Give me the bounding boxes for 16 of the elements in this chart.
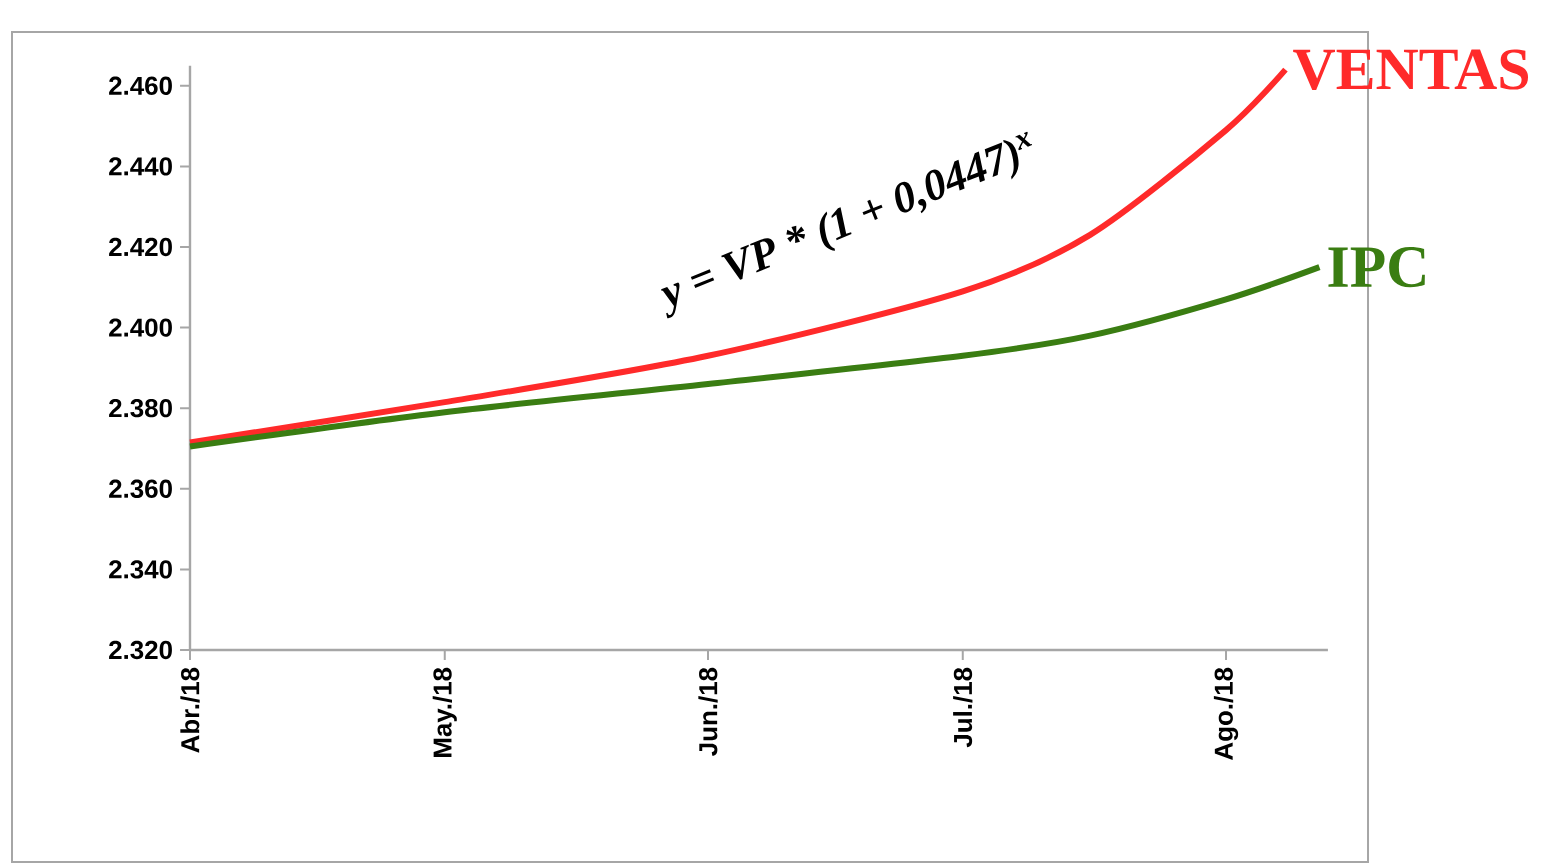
y-tick-label: 2.340 [109, 560, 172, 579]
y-tick-label: 2.400 [109, 318, 172, 337]
x-tick-label: Abr./18 [180, 667, 200, 753]
y-tick-label: 2.380 [109, 399, 172, 418]
series-label: IPC [1328, 247, 1425, 288]
y-tick-label: 2.420 [109, 237, 172, 257]
annotation: y = VP * (1 + 0,0447)$^{x}$ [661, 131, 1033, 319]
y-tick-label: 2.460 [109, 76, 172, 95]
x-tick-label: May./18 [432, 667, 457, 757]
x-tick-label: Jun./18 [698, 667, 718, 756]
y-tick-label: 2.320 [109, 640, 172, 660]
y-tick-label: 2.440 [109, 157, 172, 176]
x-tick-label: Jul./18 [953, 667, 973, 748]
y-tick-label: 2.360 [109, 479, 172, 498]
series-label: VENTAS [1293, 49, 1528, 90]
x-tick-label: Ago./18 [1213, 667, 1239, 760]
